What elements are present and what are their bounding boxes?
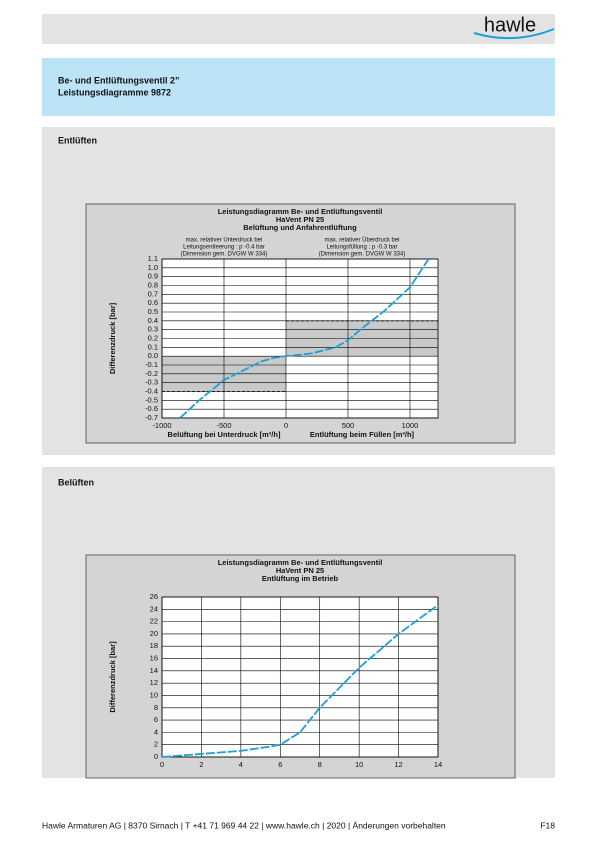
y-tick-label: -0.5 — [145, 395, 158, 404]
y-tick-label: -0.2 — [145, 369, 158, 378]
y-tick-label: 20 — [150, 629, 158, 638]
chart-title: Leistungsdiagramm Be- und Entlüftungsven… — [218, 558, 383, 567]
plot-border — [161, 596, 439, 758]
y-tick-label: -0.6 — [145, 404, 158, 413]
chart-title: Entlüftung im Betrieb — [262, 574, 339, 583]
y-tick-label: 24 — [150, 604, 158, 613]
y-tick-label: 8 — [154, 703, 158, 712]
annotation: (Dimension gem. DVGW W 334) — [181, 252, 268, 258]
title-box — [42, 58, 555, 116]
y-tick-label: -0.4 — [145, 386, 158, 395]
y-tick-label: 4 — [154, 727, 158, 736]
section-title: Belüften — [58, 477, 94, 487]
y-tick-label: 26 — [150, 592, 158, 601]
x-tick-label: 1000 — [402, 421, 419, 430]
logo: hawle — [484, 14, 536, 36]
x-tick-label: 500 — [342, 421, 355, 430]
x-tick-label: 0 — [160, 760, 164, 769]
annotation: max. relativer Überdruck bei — [324, 237, 399, 244]
page-subtitle: Leistungsdiagramme 9872 — [58, 87, 171, 97]
y-tick-label: 16 — [150, 654, 158, 663]
y-tick-label: 14 — [150, 666, 158, 675]
x-tick-label: 14 — [434, 760, 442, 769]
y-axis-label: Differenzdruck [bar] — [108, 302, 117, 374]
plot-area — [162, 597, 438, 757]
x-tick-label: 4 — [239, 760, 243, 769]
y-tick-label: 18 — [150, 641, 158, 650]
section-title: Entlüften — [58, 135, 97, 145]
y-tick-label: 0 — [154, 752, 158, 761]
x-tick-label: -500 — [216, 421, 231, 430]
y-tick-label: -0.1 — [145, 360, 158, 369]
chart-title: Belüftung und Anfahrentlüftung — [243, 223, 357, 232]
y-tick-label: 1.1 — [148, 254, 158, 263]
annotation: Leitungsentleerung : p -0.4 bar — [183, 245, 265, 251]
annotation: max. relativer Unterdruck bei — [186, 238, 263, 244]
x-tick-label: 6 — [278, 760, 282, 769]
y-tick-label: 6 — [154, 715, 158, 724]
y-tick-label: 0.0 — [148, 351, 158, 360]
y-tick-label: 10 — [150, 690, 158, 699]
x-tick-label: 2 — [199, 760, 203, 769]
y-tick-label: 0.5 — [148, 307, 158, 316]
header-bar — [42, 14, 555, 44]
y-tick-label: 2 — [154, 740, 158, 749]
y-tick-label: 1.0 — [148, 263, 158, 272]
y-tick-label: 0.7 — [148, 289, 158, 298]
annotation: Leitungsfüllung : p -0.3 bar — [326, 245, 397, 251]
y-tick-label: 0.6 — [148, 298, 158, 307]
page-title: Be- und Entlüftungsventil 2” — [58, 75, 180, 85]
chart-title: Leistungsdiagramm Be- und Entlüftungsven… — [218, 207, 383, 216]
x-tick-label: 10 — [355, 760, 363, 769]
annotation: (Dimension gem. DVGW W 334) — [319, 252, 406, 258]
y-tick-label: 0.4 — [148, 316, 158, 325]
y-tick-label: -0.3 — [145, 378, 158, 387]
y-tick-label: 22 — [150, 617, 158, 626]
plot-border — [161, 258, 439, 419]
y-tick-label: 0.9 — [148, 272, 158, 281]
chart-title: HaVent PN 25 — [276, 215, 324, 224]
x-axis-label: Entlüftung beim Füllen [m³/h] — [310, 430, 415, 439]
x-tick-label: 12 — [394, 760, 402, 769]
curve — [179, 258, 430, 419]
y-axis-label: Differenzdruck [bar] — [108, 641, 117, 713]
y-tick-label: 0.3 — [148, 325, 158, 334]
y-tick-label: -0.7 — [145, 413, 158, 422]
x-tick-label: -1000 — [152, 421, 171, 430]
x-axis-label: Belüftung bei Unterdruck [m³/h] — [168, 430, 281, 439]
y-tick-label: 0.8 — [148, 280, 158, 289]
chart-title: HaVent PN 25 — [276, 566, 324, 575]
x-tick-label: 0 — [284, 421, 288, 430]
y-tick-label: 12 — [150, 678, 158, 687]
y-tick-label: 0.2 — [148, 333, 158, 342]
page-number: F18 — [540, 820, 555, 830]
y-tick-label: 0.1 — [148, 342, 158, 351]
logo-swoosh — [473, 28, 555, 40]
x-tick-label: 8 — [318, 760, 322, 769]
curve — [161, 604, 439, 758]
footer-text: Hawle Armaturen AG | 8370 Sirnach | T +4… — [42, 820, 446, 830]
